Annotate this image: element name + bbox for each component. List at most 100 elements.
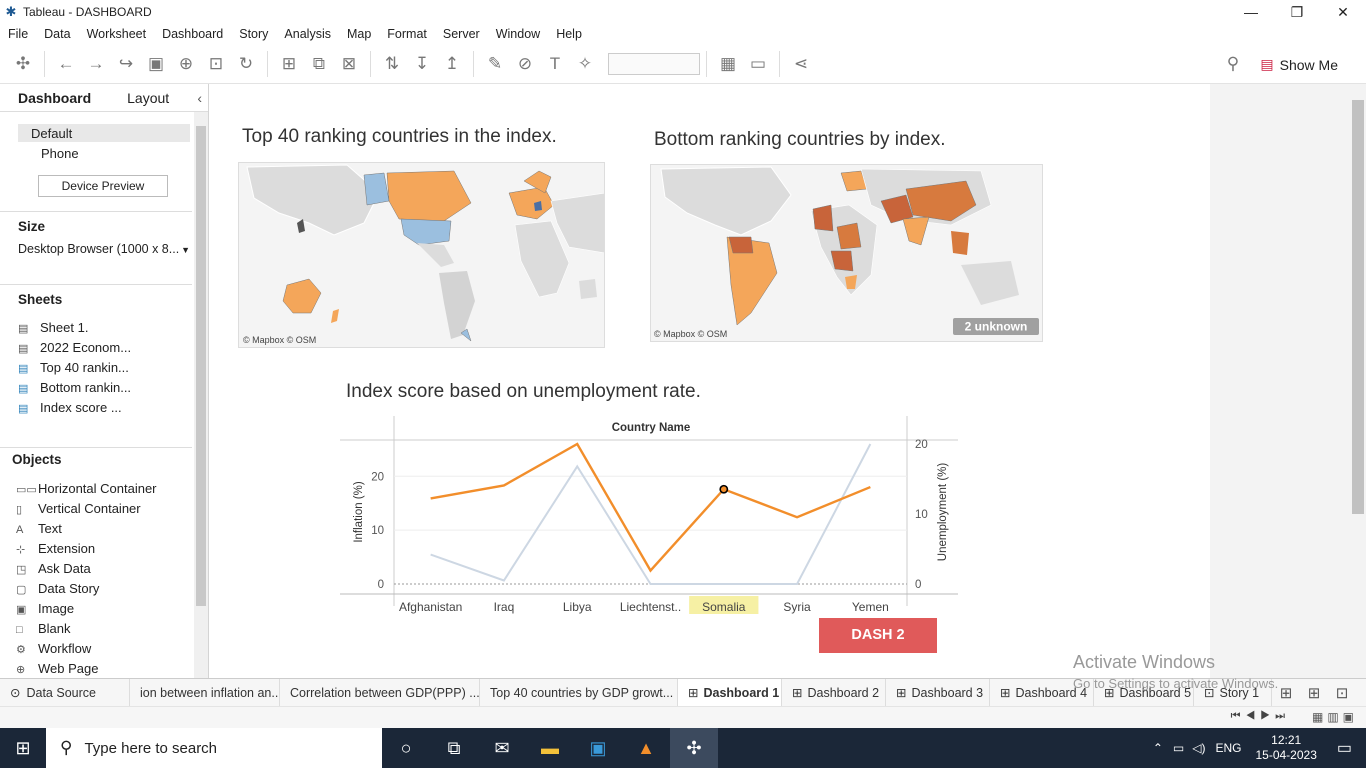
highlight-icon[interactable]: ✎ bbox=[487, 53, 503, 73]
object-item[interactable]: ▯ Vertical Container bbox=[16, 499, 178, 519]
device-phone[interactable]: Phone bbox=[41, 146, 79, 161]
device-default[interactable]: Default bbox=[31, 126, 73, 141]
object-item[interactable]: A Text bbox=[16, 519, 178, 539]
network-icon[interactable]: ▭ bbox=[1172, 741, 1185, 755]
window-title: Tableau - DASHBOARD bbox=[23, 5, 152, 19]
view-toggle-icons[interactable]: ▦▥▣ bbox=[1311, 710, 1358, 724]
menu-help[interactable]: Help bbox=[556, 27, 582, 41]
minimize-button[interactable]: — bbox=[1244, 4, 1258, 20]
menu-server[interactable]: Server bbox=[442, 27, 480, 41]
object-item[interactable]: ◳ Ask Data bbox=[16, 559, 178, 579]
menu-analysis[interactable]: Analysis bbox=[284, 27, 331, 41]
object-item[interactable]: □ Blank bbox=[16, 619, 178, 639]
labels-icon[interactable]: T bbox=[549, 53, 561, 73]
windows-start-icon[interactable]: ⊞ bbox=[15, 737, 31, 758]
dash-2-button[interactable]: DASH 2 bbox=[819, 618, 937, 653]
new-dashboard-tab-icon[interactable]: ⊞ bbox=[1307, 684, 1321, 702]
object-item[interactable]: ⚙ Workflow bbox=[16, 639, 178, 659]
show-cards-icon[interactable]: ▦ bbox=[719, 53, 737, 73]
close-button[interactable]: ✕ bbox=[1337, 3, 1349, 20]
tab-story-1[interactable]: ⊡ Story 1 bbox=[1194, 678, 1272, 707]
sheet-item[interactable]: ▤ 2022 Econom... bbox=[18, 338, 190, 358]
tab-dashboard-2[interactable]: ⊞ Dashboard 2 bbox=[782, 678, 886, 707]
pause-updates-icon[interactable]: ⊡ bbox=[208, 53, 224, 73]
new-worksheet-icon[interactable]: ⊞ bbox=[281, 53, 297, 73]
cortana-icon[interactable]: ○ bbox=[400, 737, 412, 758]
menu-file[interactable]: File bbox=[8, 27, 29, 41]
object-item[interactable]: ▢ Data Story bbox=[16, 579, 178, 599]
format-painter-icon[interactable]: ⚲ bbox=[1226, 53, 1240, 73]
object-item[interactable]: ⊹ Extension bbox=[16, 539, 178, 559]
language-indicator[interactable]: ENG bbox=[1215, 741, 1242, 755]
fit-dropdown[interactable] bbox=[608, 52, 700, 75]
menu-story[interactable]: Story bbox=[239, 27, 269, 41]
menu-data[interactable]: Data bbox=[44, 27, 71, 41]
menu-worksheet[interactable]: Worksheet bbox=[86, 27, 147, 41]
object-item[interactable]: ⊕ Web Page bbox=[16, 659, 178, 679]
tab-layout[interactable]: Layout bbox=[127, 90, 170, 106]
menu-dashboard[interactable]: Dashboard bbox=[162, 27, 224, 41]
sheet-item[interactable]: ▤ Index score ... bbox=[18, 398, 190, 418]
redo-icon[interactable]: → bbox=[87, 53, 105, 73]
bottom-ranking-map[interactable]: 2 unknown © Mapbox © OSM bbox=[650, 164, 1043, 342]
undo-icon[interactable]: ← bbox=[57, 53, 75, 73]
tab-dashboard[interactable]: Dashboard bbox=[18, 90, 92, 106]
sort-descending-icon[interactable]: ↥ bbox=[444, 53, 460, 73]
duplicate-icon[interactable]: ⧉ bbox=[312, 53, 326, 73]
swap-icon[interactable]: ⇅ bbox=[384, 53, 400, 73]
object-item[interactable]: ▣ Image bbox=[16, 599, 178, 619]
refresh-icon[interactable]: ↻ bbox=[238, 53, 254, 73]
notifications-icon[interactable]: ▭ bbox=[1336, 740, 1352, 757]
save-icon[interactable]: ▣ bbox=[147, 53, 165, 73]
sort-ascending-icon[interactable]: ↧ bbox=[414, 53, 430, 73]
restore-button[interactable]: ❐ bbox=[1290, 3, 1304, 20]
tab-dashboard-1[interactable]: ⊞ Dashboard 1 bbox=[678, 678, 782, 707]
size-dropdown[interactable]: Desktop Browser (1000 x 8... ▼ bbox=[18, 242, 192, 256]
mail-icon[interactable]: ✉ bbox=[494, 737, 510, 758]
tableau-taskbar-icon[interactable]: ✣ bbox=[670, 728, 718, 768]
clock[interactable]: 12:21 15-04-2023 bbox=[1255, 733, 1316, 763]
sheet-item[interactable]: ▤ Sheet 1. bbox=[18, 318, 190, 338]
tab-data-source[interactable]: ⊙ Data Source bbox=[0, 678, 130, 707]
new-story-tab-icon[interactable]: ⊡ bbox=[1335, 684, 1349, 702]
group-icon[interactable]: ⊘ bbox=[517, 53, 533, 73]
sheet-item[interactable]: ▤ Bottom rankin... bbox=[18, 378, 190, 398]
clear-sheet-icon[interactable]: ⊠ bbox=[341, 53, 357, 73]
replay-icon[interactable]: ↪ bbox=[118, 53, 134, 73]
top-40-map[interactable]: © Mapbox © OSM bbox=[238, 162, 605, 348]
new-worksheet-tab-icon[interactable]: ⊞ bbox=[1279, 684, 1293, 702]
pin-icon[interactable]: ✧ bbox=[577, 53, 593, 73]
new-data-source-icon[interactable]: ⊕ bbox=[178, 53, 194, 73]
tab-dashboard-5[interactable]: ⊞ Dashboard 5 bbox=[1094, 678, 1194, 707]
scrollbar-thumb[interactable] bbox=[1352, 100, 1364, 514]
canvas-scrollbar[interactable] bbox=[1350, 84, 1366, 678]
vlc-icon[interactable]: ▲ bbox=[637, 737, 655, 758]
object-item[interactable]: ▭▭Horizontal Container bbox=[16, 479, 178, 499]
collapse-icon[interactable]: ‹ bbox=[197, 90, 202, 106]
sheet-navigation-arrows[interactable]: ⏮◀▶⏭ bbox=[1230, 710, 1290, 722]
show-me-button[interactable]: ▤ Show Me bbox=[1260, 56, 1338, 73]
presentation-mode-icon[interactable]: ▭ bbox=[749, 53, 767, 73]
device-preview-button[interactable]: Device Preview bbox=[38, 175, 168, 197]
tab-dashboard-3[interactable]: ⊞ Dashboard 3 bbox=[886, 678, 990, 707]
file-explorer-icon[interactable]: ▬ bbox=[541, 737, 559, 758]
unknown-badge[interactable]: 2 unknown bbox=[965, 320, 1028, 334]
menu-window[interactable]: Window bbox=[495, 27, 541, 41]
tab-dashboard-4[interactable]: ⊞ Dashboard 4 bbox=[990, 678, 1094, 707]
remote-desktop-icon[interactable]: ▣ bbox=[589, 737, 607, 758]
tab-sheet[interactable]: Top 40 countries by GDP growt... bbox=[480, 678, 678, 707]
menu-format[interactable]: Format bbox=[387, 27, 427, 41]
tab-sheet[interactable]: Correlation between GDP(PPP) ... bbox=[280, 678, 480, 707]
tableau-home-icon[interactable]: ✣ bbox=[15, 53, 31, 73]
tab-sheet[interactable]: ion between inflation an... bbox=[130, 678, 280, 707]
sheet-item[interactable]: ▤ Top 40 rankin... bbox=[18, 358, 190, 378]
line-chart[interactable]: Country Name 0 10 20 0 10 20 Inflation (%) Unem… bbox=[340, 414, 960, 614]
tray-expand-icon[interactable]: ⌃ bbox=[1152, 741, 1163, 755]
task-view-icon[interactable]: ⧉ bbox=[447, 737, 461, 758]
menu-map[interactable]: Map bbox=[346, 27, 372, 41]
volume-icon[interactable]: ◁) bbox=[1192, 741, 1206, 755]
sidebar-scrollbar[interactable] bbox=[194, 112, 208, 678]
scrollbar-thumb[interactable] bbox=[196, 126, 206, 606]
share-icon[interactable]: ⋖ bbox=[793, 53, 809, 73]
taskbar-search[interactable]: ⚲ Type here to search bbox=[46, 728, 382, 768]
